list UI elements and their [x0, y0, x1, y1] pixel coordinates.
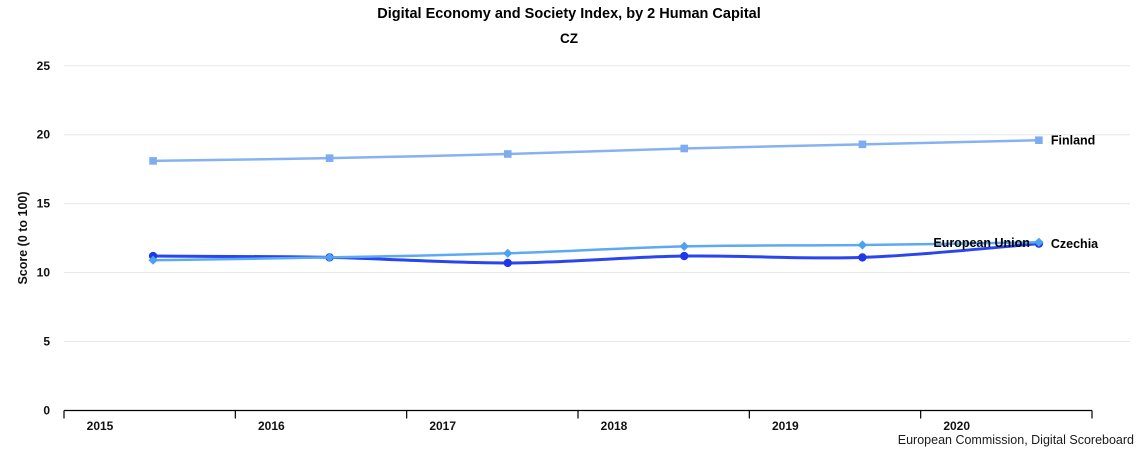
chart-subtitle: CZ	[560, 31, 578, 46]
series-point-european-union-2	[503, 248, 513, 258]
x-tick-label-2020: 2020	[943, 419, 970, 433]
series-point-finland-4	[858, 140, 867, 149]
series-point-finland-2	[503, 150, 512, 158]
series-label-finland: Finland	[1051, 134, 1095, 148]
y-tick-label-10: 10	[37, 266, 51, 280]
source-credit: European Commission, Digital Scoreboard	[897, 433, 1134, 447]
x-tick-label-2019: 2019	[772, 419, 799, 433]
series-point-czechia-3	[680, 251, 689, 261]
x-tick-label-2018: 2018	[601, 419, 628, 433]
series-point-finland-3	[680, 144, 689, 153]
series-point-european-union-0	[148, 255, 158, 265]
series-point-finland-5	[1035, 136, 1043, 145]
series-point-european-union-3	[679, 241, 689, 251]
series-line-czechia	[151, 242, 1041, 265]
x-tick-label-2016: 2016	[258, 419, 285, 433]
y-tick-label-5: 5	[43, 335, 50, 349]
series-label-czechia: Czechia	[1051, 237, 1099, 251]
series-point-european-union-4	[857, 240, 868, 250]
series-point-european-union-5	[1034, 237, 1044, 247]
y-tick-label-20: 20	[37, 128, 51, 142]
series-point-finland-0	[149, 157, 157, 165]
y-tick-label-25: 25	[37, 59, 51, 73]
series-line-finland	[151, 138, 1041, 163]
series-point-european-union-1	[324, 252, 335, 263]
series-label-european-union: European Union	[933, 236, 1030, 250]
x-tick-label-2015: 2015	[87, 419, 114, 433]
series-point-czechia-4	[858, 253, 867, 262]
chart-title: Digital Economy and Society Index, by 2 …	[377, 6, 761, 22]
y-tick-label-15: 15	[37, 197, 51, 211]
series-point-czechia-2	[503, 258, 512, 268]
series-line-european-union	[151, 241, 1041, 262]
series-point-finland-1	[325, 154, 334, 162]
x-tick-label-2017: 2017	[429, 419, 456, 433]
y-tick-label-0: 0	[43, 404, 50, 418]
